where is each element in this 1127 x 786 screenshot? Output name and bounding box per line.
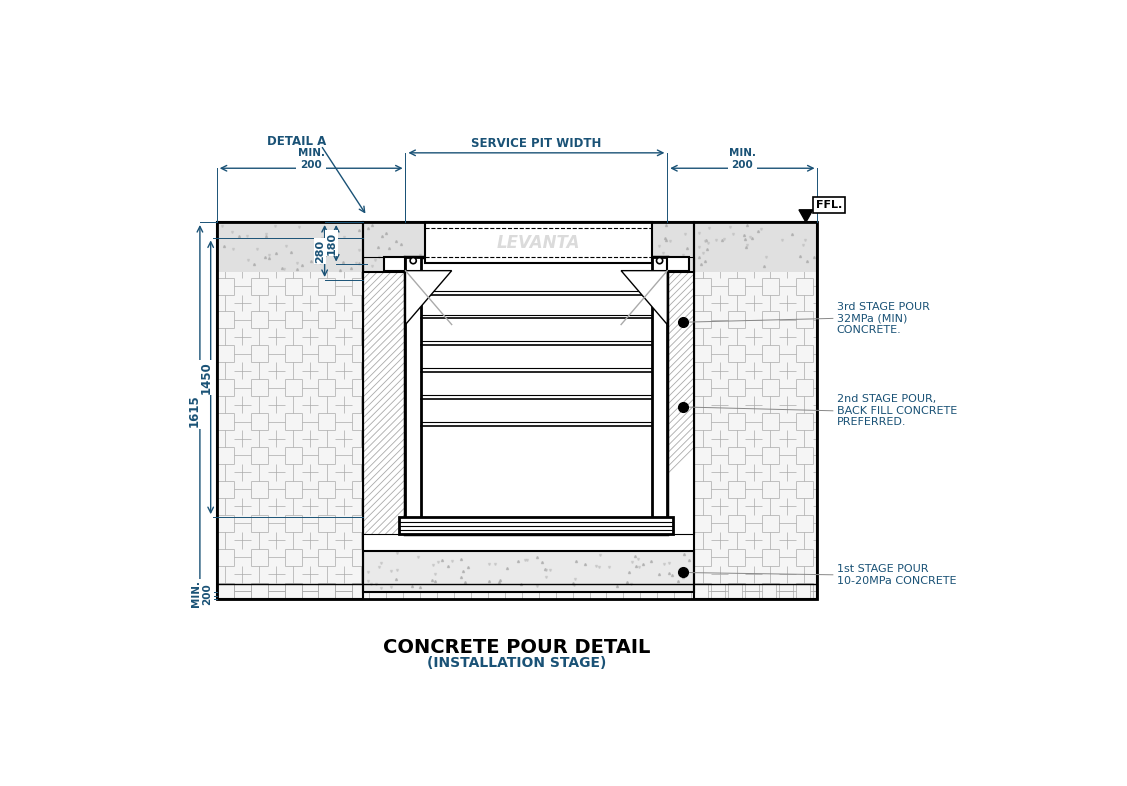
Bar [216, 222, 817, 600]
Bar [694, 222, 817, 600]
Text: DETAIL A: DETAIL A [267, 134, 326, 148]
Bar [363, 551, 694, 592]
Bar [425, 222, 651, 263]
Bar [384, 257, 406, 270]
Bar [667, 257, 694, 534]
Bar [216, 222, 817, 600]
Text: SERVICE PIT WIDTH: SERVICE PIT WIDTH [471, 137, 602, 150]
Text: 2nd STAGE POUR,
BACK FILL CONCRETE
PREFERRED.: 2nd STAGE POUR, BACK FILL CONCRETE PREFE… [836, 395, 957, 428]
Bar [667, 222, 694, 257]
Bar [406, 257, 667, 534]
Bar [363, 222, 406, 257]
Text: LEVANTA: LEVANTA [497, 233, 580, 252]
Bar [216, 222, 363, 600]
Polygon shape [799, 210, 813, 222]
Bar [363, 257, 406, 534]
Bar [363, 551, 694, 592]
Polygon shape [621, 270, 667, 325]
Bar [216, 584, 817, 600]
Bar [694, 222, 817, 272]
Bar [406, 257, 420, 534]
Text: 280: 280 [316, 240, 325, 263]
Circle shape [410, 258, 416, 264]
Text: 3rd STAGE POUR
32MPa (MIN)
CONCRETE.: 3rd STAGE POUR 32MPa (MIN) CONCRETE. [836, 302, 930, 335]
Text: 1st STAGE POUR
10-20MPa CONCRETE: 1st STAGE POUR 10-20MPa CONCRETE [836, 564, 956, 586]
Bar [651, 257, 667, 534]
Text: MIN.
200: MIN. 200 [729, 149, 756, 170]
Text: MIN.
200: MIN. 200 [298, 149, 325, 170]
Circle shape [657, 258, 663, 264]
Bar [216, 222, 363, 600]
Bar [667, 257, 694, 534]
Bar [363, 233, 406, 257]
Text: MIN.
200: MIN. 200 [190, 580, 212, 607]
Text: (INSTALLATION STAGE): (INSTALLATION STAGE) [427, 656, 606, 670]
Text: 180: 180 [327, 232, 337, 255]
Bar [694, 222, 817, 600]
Bar [216, 222, 363, 272]
Text: FFL.: FFL. [816, 200, 842, 210]
Bar [399, 517, 674, 534]
Bar [406, 257, 667, 534]
Text: CONCRETE POUR DETAIL: CONCRETE POUR DETAIL [383, 637, 650, 656]
Text: 1450: 1450 [199, 361, 213, 394]
Bar [363, 257, 406, 534]
Bar [667, 257, 689, 270]
Bar [216, 222, 817, 600]
Polygon shape [406, 270, 452, 325]
Text: 1615: 1615 [187, 395, 201, 427]
Bar [363, 222, 694, 272]
Bar [667, 233, 694, 257]
Bar [216, 584, 817, 600]
Bar [363, 222, 694, 272]
